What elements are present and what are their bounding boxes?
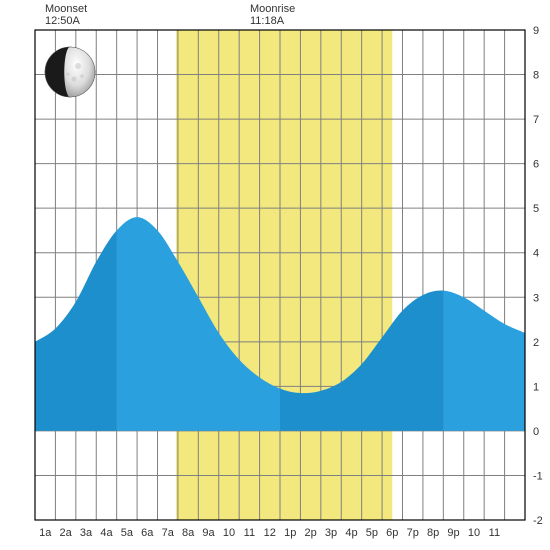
x-tick-label: 4p [345, 527, 357, 539]
x-tick-label: 3a [80, 527, 93, 539]
y-tick-label: -1 [533, 470, 543, 482]
moonset-label: Moonset [45, 3, 87, 15]
x-tick-label: 7a [162, 527, 175, 539]
x-tick-label: 12 [264, 527, 276, 539]
x-tick-label: 11 [244, 527, 255, 539]
x-tick-label: 11 [489, 527, 500, 539]
y-tick-label: 4 [533, 248, 539, 260]
x-tick-label: 2a [60, 527, 73, 539]
tide-chart-container: -2-10123456789 1a2a3a4a5a6a7a8a9a1011121… [0, 0, 550, 550]
y-tick-label: 2 [533, 337, 539, 349]
y-tick-label: 3 [533, 292, 539, 304]
x-tick-label: 10 [223, 527, 235, 539]
y-tick-label: 0 [533, 426, 539, 438]
x-tick-label: 8p [427, 527, 439, 539]
daylight-band [176, 30, 392, 520]
y-axis-labels: -2 -1 0 1 2 3 4 5 6 7 8 9 [533, 25, 543, 527]
x-axis-labels: 1a 2a 3a 4a 5a 6a 7a 8a 9a 10 11 12 1p 2p 3p 4p 5p 6p 7p 8p… [39, 527, 500, 539]
header-labels: Moonset 12:50A Moonrise 11:18A [45, 3, 295, 27]
x-tick-label: 1p [284, 527, 296, 539]
x-tick-label: 2p [305, 527, 317, 539]
y-tick-label: 7 [533, 114, 539, 126]
moonrise-time: 11:18A [250, 15, 285, 27]
moon-phase-icon [45, 47, 95, 97]
y-tick-label: -2 [533, 515, 543, 527]
x-tick-label: 1a [39, 527, 52, 539]
y-tick-label: 6 [533, 159, 539, 171]
y-tick-label: 1 [533, 381, 539, 393]
x-tick-label: 3p [325, 527, 337, 539]
y-tick-label: 5 [533, 203, 539, 215]
x-tick-label: 9p [447, 527, 459, 539]
tide-chart-svg: -2-10123456789 1a2a3a4a5a6a7a8a9a1011121… [0, 0, 550, 550]
y-tick-label: 9 [533, 25, 539, 37]
x-tick-label: 8a [182, 527, 195, 539]
x-tick-label: 7p [407, 527, 419, 539]
x-tick-label: 5a [121, 527, 134, 539]
x-tick-label: 6a [141, 527, 154, 539]
moonrise-label: Moonrise [250, 3, 295, 15]
x-tick-label: 4a [100, 527, 113, 539]
x-tick-label: 6p [386, 527, 398, 539]
x-tick-label: 9a [202, 527, 215, 539]
moonset-time: 12:50A [45, 15, 81, 27]
x-tick-label: 5p [366, 527, 378, 539]
y-tick-label: 8 [533, 70, 539, 82]
x-tick-label: 10 [468, 527, 480, 539]
